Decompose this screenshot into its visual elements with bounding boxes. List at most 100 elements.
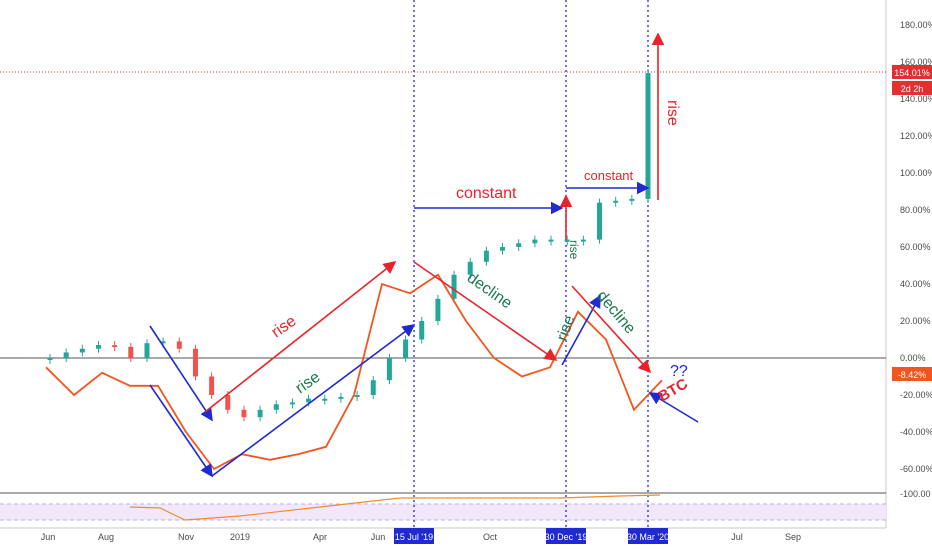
vertical-markers bbox=[413, 0, 649, 528]
candle bbox=[95, 345, 101, 349]
drop-arrow-b bbox=[149, 384, 213, 478]
candle bbox=[257, 409, 263, 418]
candle bbox=[564, 239, 570, 242]
y-axis-ticks: 180.00% 160.00% 140.00% 120.00% 100.00% 80.00… bbox=[900, 20, 932, 499]
y-tick: 0.00% bbox=[900, 353, 926, 363]
candle bbox=[386, 358, 392, 381]
x-tick: Sep bbox=[785, 532, 801, 542]
indicator-line bbox=[129, 494, 661, 521]
candle bbox=[516, 243, 522, 247]
y-tick: -60.00% bbox=[900, 464, 932, 474]
label-rise-1: rise bbox=[269, 313, 300, 342]
candle bbox=[548, 239, 554, 242]
y-tick: 20.00% bbox=[900, 316, 931, 326]
candle bbox=[580, 239, 586, 242]
btc-line bbox=[45, 273, 663, 471]
candle bbox=[241, 409, 247, 418]
decline-arrow-2 bbox=[571, 285, 652, 374]
candle bbox=[47, 358, 53, 360]
rise-arrow-2 bbox=[561, 294, 601, 366]
x-tick: Nov bbox=[178, 532, 195, 542]
rise-arrow-red bbox=[204, 261, 397, 413]
candle bbox=[467, 261, 473, 275]
frame bbox=[0, 0, 887, 529]
label-question: ?? bbox=[670, 363, 688, 380]
y-tick: 140.00% bbox=[900, 94, 932, 104]
x-tick: Aug bbox=[98, 532, 114, 542]
x-tick: Oct bbox=[483, 532, 498, 542]
x-tick-badge bbox=[628, 528, 668, 544]
candle bbox=[176, 341, 182, 349]
candle bbox=[63, 352, 69, 358]
candle bbox=[435, 298, 441, 321]
candle bbox=[532, 239, 538, 244]
candle bbox=[289, 402, 295, 405]
btc-pointer bbox=[648, 392, 699, 423]
btc-series bbox=[45, 273, 663, 471]
x-tick: 30 Mar '20 bbox=[627, 532, 669, 542]
candle bbox=[160, 341, 166, 344]
candle bbox=[79, 348, 85, 353]
x-tick: 15 Jul '19 bbox=[395, 532, 433, 542]
y-tick: 60.00% bbox=[900, 242, 931, 252]
y-tick: 40.00% bbox=[900, 279, 931, 289]
rise-arrow-blue bbox=[211, 324, 416, 477]
annotations: rise rise constant decline rise rise decline co… bbox=[149, 32, 699, 478]
y-tick: 100.00% bbox=[900, 168, 932, 178]
candle bbox=[306, 398, 312, 403]
x-tick-badge bbox=[546, 528, 586, 544]
indicator-band bbox=[0, 504, 886, 520]
candle bbox=[419, 321, 425, 340]
btc-badge: -8.42% bbox=[898, 370, 927, 380]
btc-badge-bg bbox=[892, 367, 932, 381]
price-badge: 154.01% bbox=[894, 68, 930, 78]
candle bbox=[483, 250, 489, 262]
label-decline-1: decline bbox=[464, 269, 515, 312]
candle bbox=[112, 345, 118, 348]
candle bbox=[645, 73, 651, 199]
candle bbox=[451, 274, 457, 299]
indicator-series bbox=[129, 494, 661, 521]
x-tick-badge bbox=[394, 528, 434, 544]
candle bbox=[209, 376, 215, 395]
label-rise-5: rise bbox=[664, 100, 681, 126]
y-tick: 80.00% bbox=[900, 205, 931, 215]
y-tick: 120.00% bbox=[900, 131, 932, 141]
candle bbox=[338, 396, 344, 399]
x-tick: 2019 bbox=[230, 532, 250, 542]
time-badge-bg bbox=[892, 81, 932, 95]
x-tick: Jun bbox=[41, 532, 56, 542]
x-tick: Jun bbox=[371, 532, 386, 542]
label-constant-2: constant bbox=[584, 168, 634, 183]
x-tick: Jul bbox=[731, 532, 743, 542]
y-tick: -20.00% bbox=[900, 390, 932, 400]
candle bbox=[128, 346, 134, 358]
candle bbox=[403, 339, 409, 358]
candles-series bbox=[47, 69, 651, 422]
y-tick: -100.00 bbox=[900, 489, 931, 499]
candle bbox=[322, 398, 328, 401]
badges: 154.01% 2d 2h -8.42% bbox=[892, 65, 932, 381]
candle bbox=[273, 404, 279, 410]
candle bbox=[370, 380, 376, 395]
label-constant-1: constant bbox=[456, 185, 517, 202]
candle bbox=[192, 348, 198, 377]
candle bbox=[500, 247, 506, 251]
x-tick: Apr bbox=[313, 532, 327, 542]
x-tick: 30 Dec '19 bbox=[545, 532, 588, 542]
time-badge: 2d 2h bbox=[901, 84, 924, 94]
y-tick: 160.00% bbox=[900, 57, 932, 67]
label-rise-3: rise bbox=[567, 240, 581, 260]
candle bbox=[144, 343, 150, 358]
candle bbox=[613, 200, 619, 203]
candle bbox=[629, 198, 635, 201]
y-tick: 180.00% bbox=[900, 20, 932, 30]
y-tick: -40.00% bbox=[900, 427, 932, 437]
candle bbox=[354, 395, 360, 397]
candle bbox=[597, 202, 603, 240]
drop-arrow-a bbox=[149, 325, 213, 422]
decline-arrow-1 bbox=[413, 261, 558, 361]
label-rise-2: rise bbox=[293, 369, 324, 398]
price-badge-bg bbox=[892, 65, 932, 79]
